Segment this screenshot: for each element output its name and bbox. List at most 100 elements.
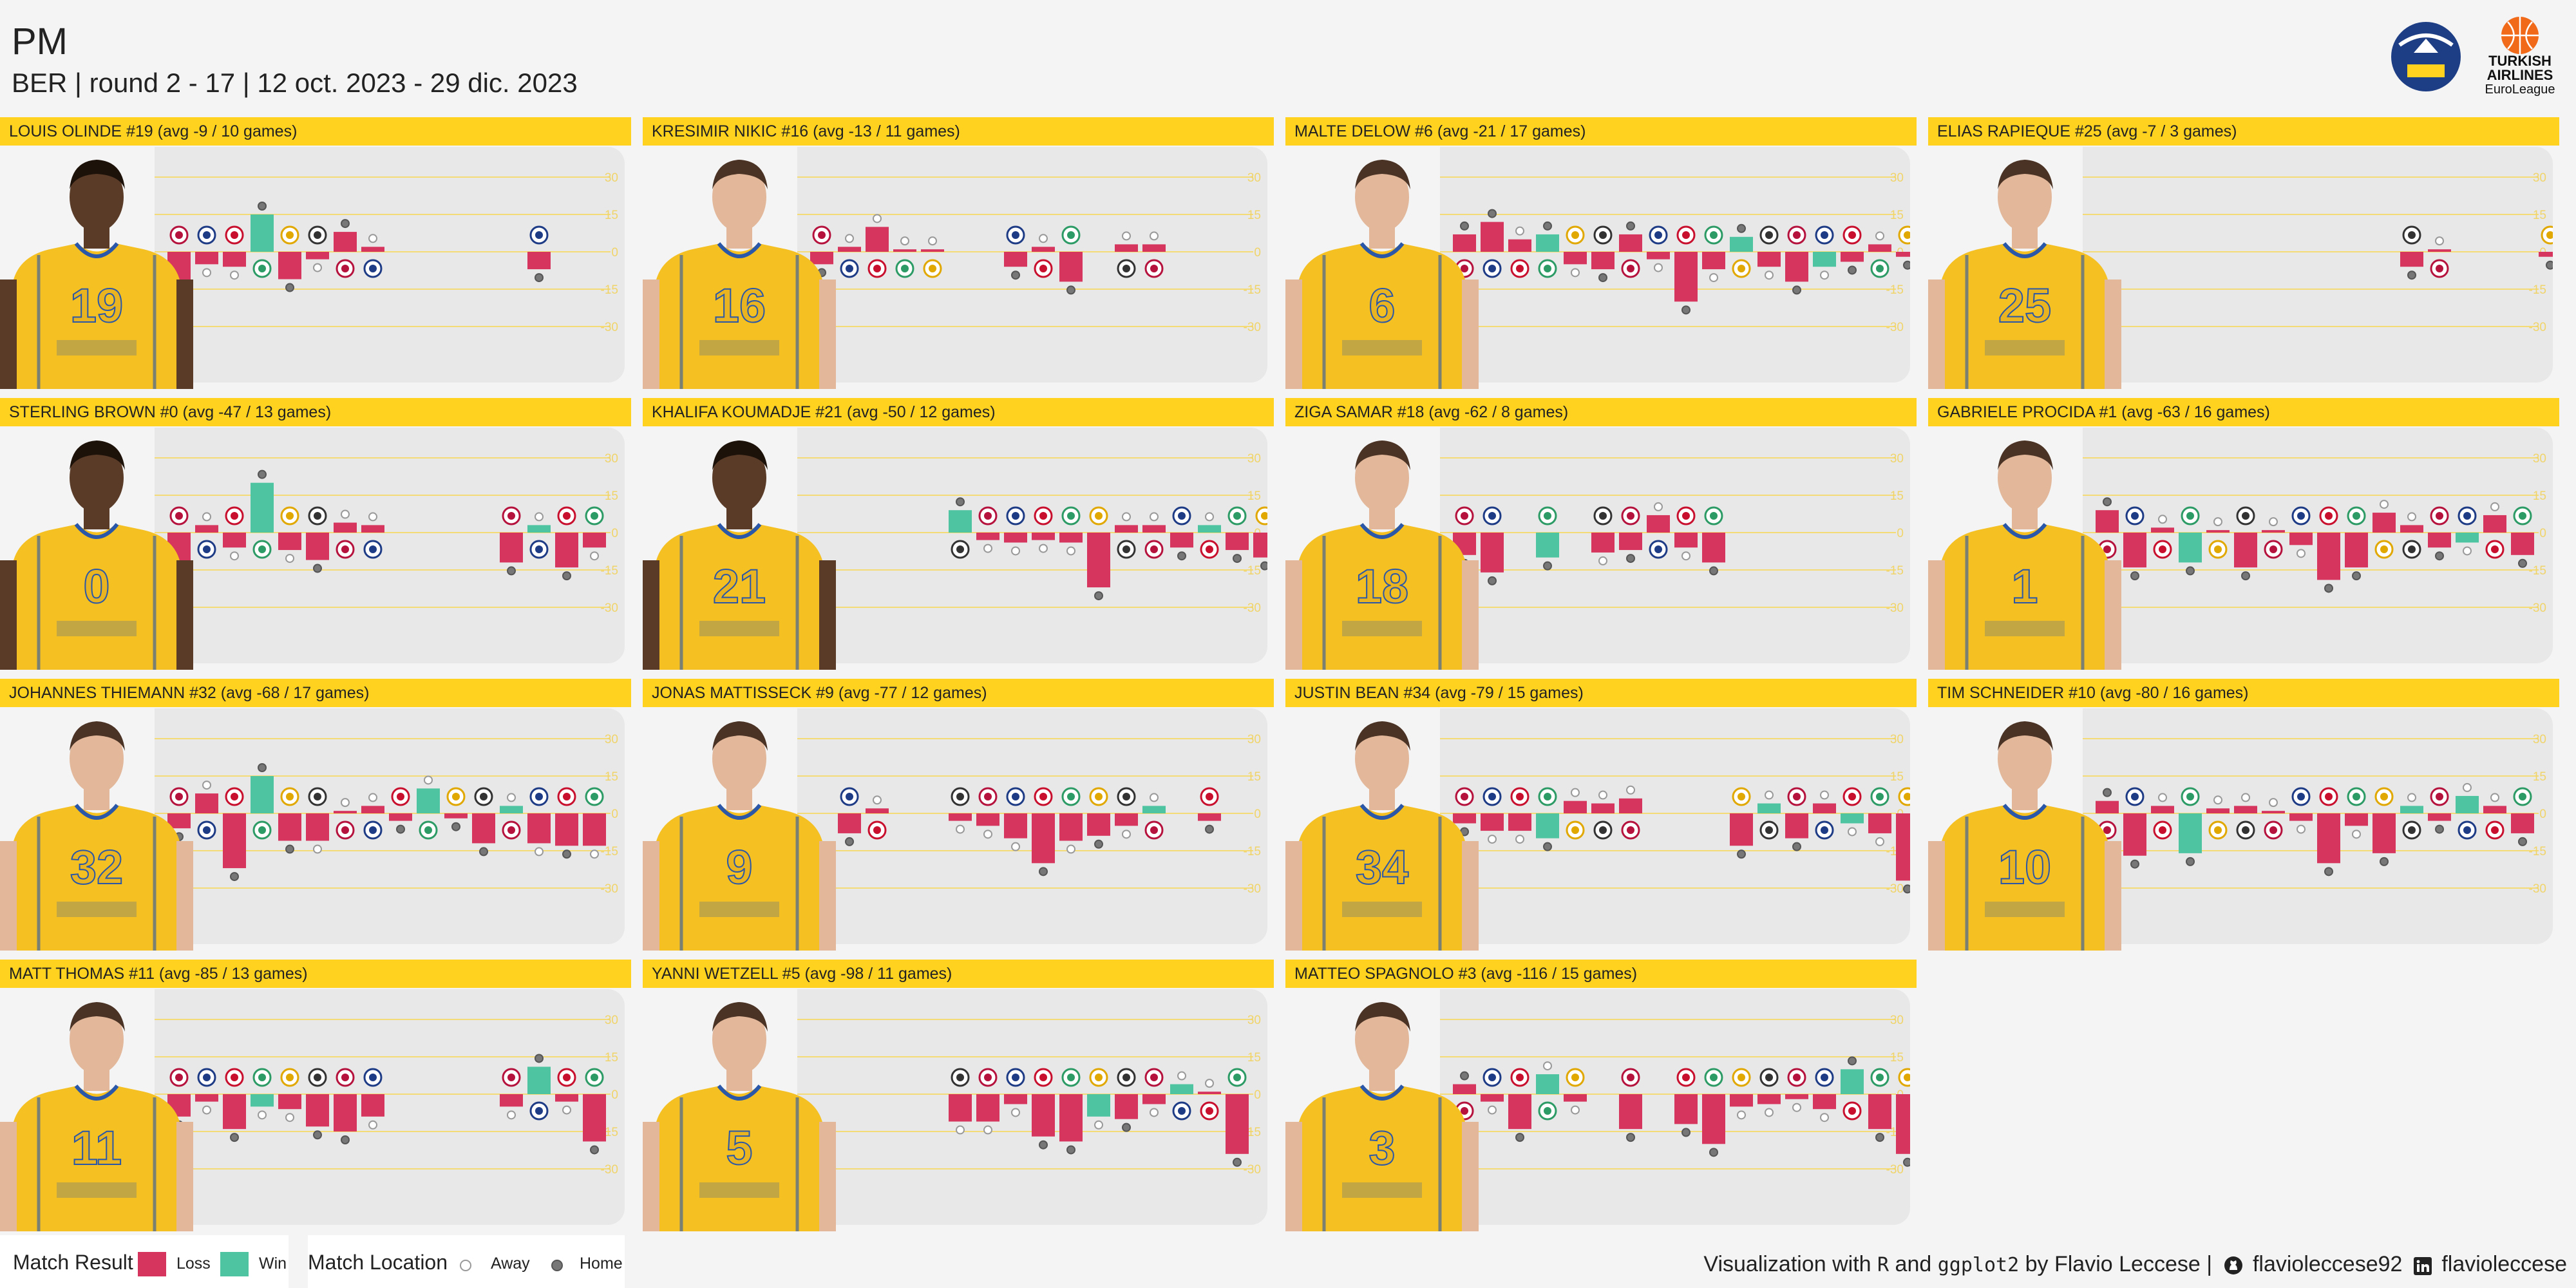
away-dot: [1875, 837, 1884, 846]
loss-bar: [278, 533, 301, 551]
team-logo-icon: [1815, 225, 1834, 245]
home-dot: [258, 469, 267, 479]
win-bar: [2456, 795, 2479, 813]
team-logo-icon: [1759, 1068, 1779, 1087]
loss-bar: [976, 1094, 999, 1122]
team-logo-icon: [951, 787, 970, 806]
loss-bar: [2234, 533, 2257, 568]
player-panel: ELIAS RAPIEQUE #25 (avg -7 / 3 games) 30 1…: [1928, 117, 2559, 389]
loss-bar: [1004, 813, 1027, 838]
team-logo-icon: [529, 1101, 549, 1121]
team-logo-icon: [419, 820, 438, 840]
panel-strip-label: STERLING BROWN #0 (avg -47 / 13 games): [0, 398, 631, 426]
home-dot: [562, 571, 571, 581]
team-logo-icon: [840, 259, 859, 278]
home-dot: [1903, 884, 1910, 894]
team-logo-icon: [2264, 820, 2283, 840]
alba-berlin-logo: [2388, 19, 2464, 98]
legend-away-label: Away: [491, 1255, 530, 1273]
loss-bar: [306, 813, 329, 841]
loss-bar: [2123, 813, 2146, 856]
loss-bar: [1032, 813, 1055, 864]
team-logo-icon: [1842, 1101, 1862, 1121]
y-tick-label: 15: [1890, 489, 1904, 503]
team-logo-icon: [2430, 259, 2449, 278]
loss-bar: [1896, 813, 1910, 881]
away-dot: [1598, 556, 1607, 565]
team-logo-icon: [363, 259, 383, 278]
home-dot: [2407, 270, 2416, 280]
team-logo-icon: [2430, 506, 2449, 526]
y-tick-label: -30: [601, 1163, 618, 1177]
loss-bar: [334, 811, 357, 813]
y-tick-label: -15: [1244, 564, 1261, 578]
away-dot: [873, 214, 882, 223]
team-logo-icon: [1842, 787, 1862, 806]
team-logo-icon: [1089, 506, 1108, 526]
away-dot: [1792, 1103, 1801, 1112]
team-logo-icon: [1898, 787, 1910, 806]
legend: Match Result Loss Win Match Location Awa…: [0, 1235, 625, 1288]
away-dot: [368, 512, 377, 522]
loss-bar: [361, 806, 384, 813]
y-tick-label: -15: [1886, 283, 1904, 297]
loss-bar: [361, 525, 384, 533]
away-dot: [368, 793, 377, 802]
away-dot: [2213, 517, 2222, 527]
loss-bar: [1564, 1094, 1587, 1102]
loss-bar: [1591, 533, 1615, 553]
caption-linkedin[interactable]: flavioleccese: [2441, 1252, 2567, 1276]
sponsor-patch: [699, 340, 779, 355]
team-logo-icon: [1732, 259, 1751, 278]
loss-bar: [1647, 252, 1670, 260]
y-tick-label: 15: [2533, 489, 2546, 503]
team-logo-icon: [2319, 506, 2338, 526]
loss-bar: [306, 533, 329, 560]
team-logo-icon: [1144, 259, 1164, 278]
caption-by: by Flavio Leccese |: [2025, 1252, 2213, 1276]
loss-bar: [444, 813, 468, 819]
loss-bar: [1868, 1094, 1891, 1130]
away-dot: [2241, 793, 2250, 802]
loss-bar: [2206, 808, 2230, 813]
jersey-number: 9: [726, 840, 752, 894]
team-logo-icon: [1815, 1068, 1834, 1087]
caption-github[interactable]: flavioleccese92: [2252, 1252, 2403, 1276]
home-dot: [2324, 583, 2333, 593]
home-dot: [1626, 1133, 1635, 1142]
home-dot: [1626, 554, 1635, 564]
sponsor-patch: [1342, 1182, 1422, 1198]
y-tick-label: 0: [611, 527, 618, 540]
team-logo-icon: [197, 540, 216, 559]
win-bar: [251, 482, 274, 533]
loss-bar: [866, 227, 889, 252]
player-photo: 1: [1928, 440, 2121, 670]
loss-bar: [1004, 533, 1027, 543]
team-logo-icon: [1898, 1068, 1910, 1087]
win-bar: [1536, 234, 1559, 252]
legend-win-label: Win: [259, 1255, 287, 1273]
loss-bar: [361, 247, 384, 252]
loss-bar: [1142, 525, 1166, 533]
loss-bar: [1059, 1094, 1083, 1142]
jersey: [656, 1086, 823, 1231]
y-tick-label: 30: [1247, 171, 1261, 185]
y-tick-label: 30: [1247, 452, 1261, 466]
loss-bar: [1730, 813, 1753, 846]
away-dot: [1765, 270, 1774, 280]
jersey: [656, 524, 823, 670]
loss-bar: [1702, 533, 1725, 563]
loss-bar: [838, 813, 861, 833]
player-panel: MATT THOMAS #11 (avg -85 / 13 games) 30 15…: [0, 960, 631, 1231]
team-logo-icon: [2513, 787, 2532, 806]
team-logo-icon: [1676, 225, 1696, 245]
team-logo-icon: [336, 259, 355, 278]
loss-bar: [2345, 813, 2368, 826]
away-dot: [2269, 798, 2278, 808]
home-dot: [1094, 591, 1103, 601]
away-dot: [1598, 790, 1607, 800]
away-dot: [1848, 827, 1857, 837]
loss-bar: [1115, 813, 1138, 826]
panel-strip-label: LOUIS OLINDE #19 (avg -9 / 10 games): [0, 117, 631, 146]
team-logo-icon: [225, 225, 244, 245]
